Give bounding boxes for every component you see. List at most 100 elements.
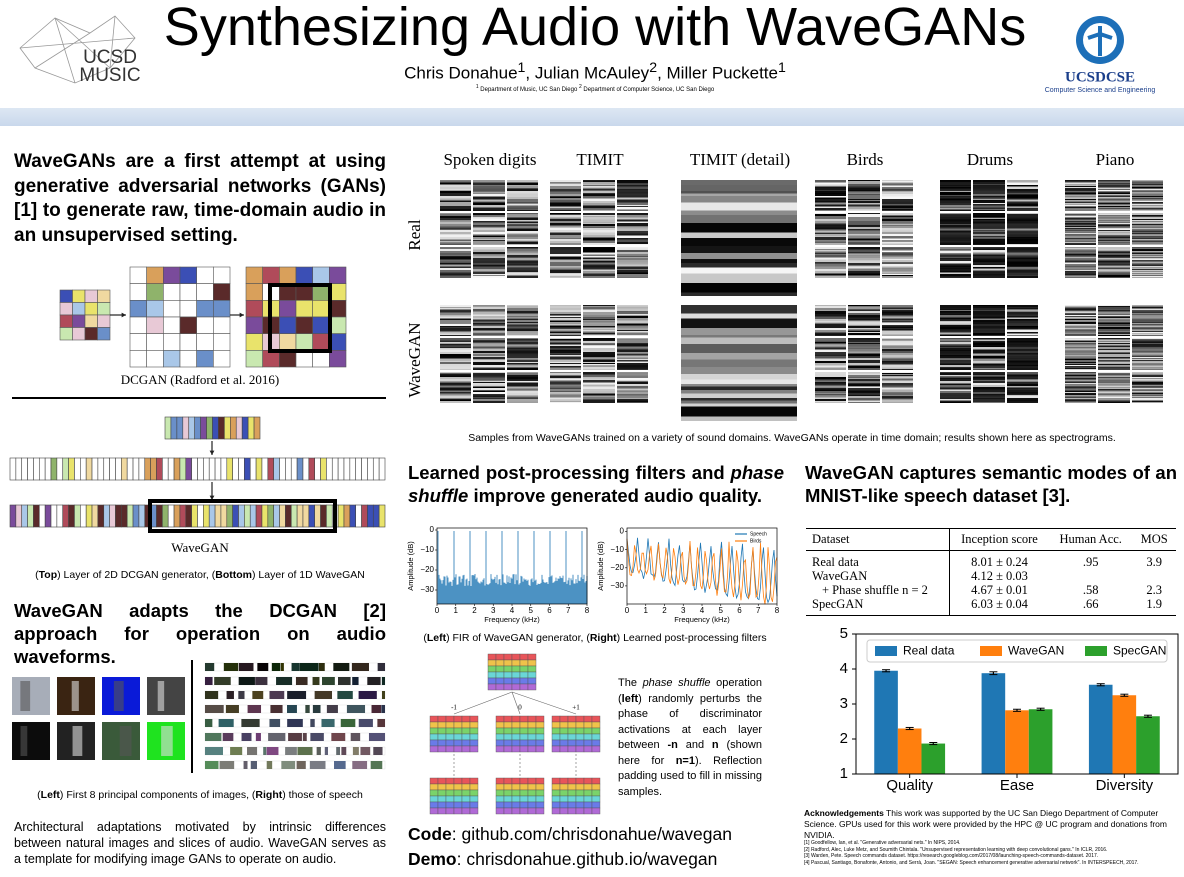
activation	[429, 733, 439, 741]
activation	[503, 665, 513, 673]
activation	[559, 733, 569, 741]
table-cell: .58	[1082, 583, 1099, 597]
grid-cell	[163, 333, 181, 351]
speech-pc-band	[296, 761, 306, 769]
strip-cell	[68, 504, 75, 528]
activation	[583, 795, 593, 803]
spectrogram	[881, 246, 913, 278]
speech-pc-band	[302, 733, 307, 741]
activation	[445, 739, 455, 747]
activation	[495, 795, 505, 803]
shift-label: +1	[572, 704, 580, 712]
x-tick-label: 6	[547, 606, 552, 615]
activation	[495, 745, 505, 753]
speech-pc-band	[316, 747, 321, 755]
activation	[567, 795, 577, 803]
pca-texture	[119, 726, 132, 756]
spectrogram	[1098, 338, 1130, 370]
shift-label: 0	[518, 704, 522, 712]
strip-cell	[97, 457, 105, 481]
arrow-head	[209, 495, 215, 500]
text-run: operation (	[618, 677, 763, 705]
reference: [4] Pascual, Santiago, Bonafonte, Antoni…	[804, 859, 1139, 866]
activation	[461, 783, 471, 791]
grid-cell	[279, 300, 297, 318]
legend-swatch	[1085, 646, 1107, 656]
activation	[575, 807, 585, 815]
activation	[495, 671, 505, 679]
strip-cell	[244, 504, 251, 528]
activation	[461, 721, 471, 729]
activation	[511, 777, 521, 785]
strip-cell	[80, 457, 87, 481]
table-cell: 4.12 ± 0.03	[948, 569, 1050, 583]
x-tick-label: 2	[662, 606, 667, 615]
spectrogram	[848, 305, 880, 337]
x-tick-label: 4	[700, 606, 705, 615]
activation	[575, 733, 585, 741]
speech-pc-band	[266, 761, 273, 769]
speech-pc-band	[230, 747, 243, 755]
text-run: , Julian McAuley	[525, 63, 650, 83]
grid-cell	[295, 300, 313, 318]
demo-link[interactable]: Demo: chrisdonahue.github.io/wavegan	[408, 849, 717, 870]
spectrogram	[1131, 338, 1163, 370]
spectrogram	[583, 246, 615, 278]
strip-cell	[235, 416, 243, 440]
spectrogram	[550, 371, 582, 403]
activation	[495, 653, 505, 661]
text-run: Bottom	[215, 569, 253, 581]
grid-cell	[146, 316, 164, 334]
y-tick-label: 1	[840, 765, 848, 782]
x-tick-label: 8	[775, 606, 780, 615]
grid-cell	[129, 266, 147, 284]
speech-pc-band	[312, 705, 321, 713]
activation	[559, 789, 569, 797]
speech-pc-band	[295, 677, 308, 685]
figure-phase-shuffle: -1 0 +1	[429, 653, 601, 815]
strip-cell	[56, 457, 64, 481]
strip-cell	[361, 457, 368, 481]
text-run: -n	[667, 739, 678, 751]
grid-cell	[245, 283, 263, 301]
activation	[519, 715, 529, 723]
spectrogram	[1098, 213, 1130, 245]
strip-cell	[85, 457, 93, 481]
grid-cell	[146, 350, 164, 368]
x-tick-label: 7	[756, 606, 761, 615]
spectrogram	[1098, 180, 1130, 212]
x-tick-label: 0	[625, 606, 630, 615]
grid-cell	[129, 350, 147, 368]
activation	[527, 801, 537, 809]
activation	[575, 715, 585, 723]
activation	[437, 795, 447, 803]
activation	[519, 807, 529, 815]
text-run: ) those of speech	[282, 789, 363, 801]
spectrogram	[473, 371, 505, 403]
speech-pc-band	[226, 691, 234, 699]
spectrogram	[815, 338, 847, 370]
speech-pc-band	[336, 747, 341, 755]
figure-architecture	[9, 266, 386, 533]
table-row: SpecGAN 6.03 ± 0.04 .66 1.9	[806, 597, 1176, 616]
speech-pc-band	[360, 747, 371, 755]
strip-cell	[378, 457, 386, 481]
speech-pc-band	[205, 733, 222, 741]
text-run: Right	[589, 632, 617, 644]
grid-cell	[163, 316, 181, 334]
strip-cell	[121, 504, 128, 528]
code-link[interactable]: Code: github.com/chrisdonahue/wavegan	[408, 824, 732, 845]
strip-cell	[249, 504, 257, 528]
grid-cell	[97, 327, 111, 341]
activation	[453, 721, 463, 729]
spectrogram	[440, 246, 472, 278]
legend-label: Speech	[750, 531, 767, 537]
speech-pc-band	[276, 677, 293, 685]
pca-texture	[157, 681, 165, 711]
strip-cell	[185, 504, 192, 528]
strip-cell	[138, 457, 146, 481]
speech-pc-band	[247, 705, 262, 713]
spectrogram	[506, 180, 538, 212]
activation	[527, 777, 537, 785]
